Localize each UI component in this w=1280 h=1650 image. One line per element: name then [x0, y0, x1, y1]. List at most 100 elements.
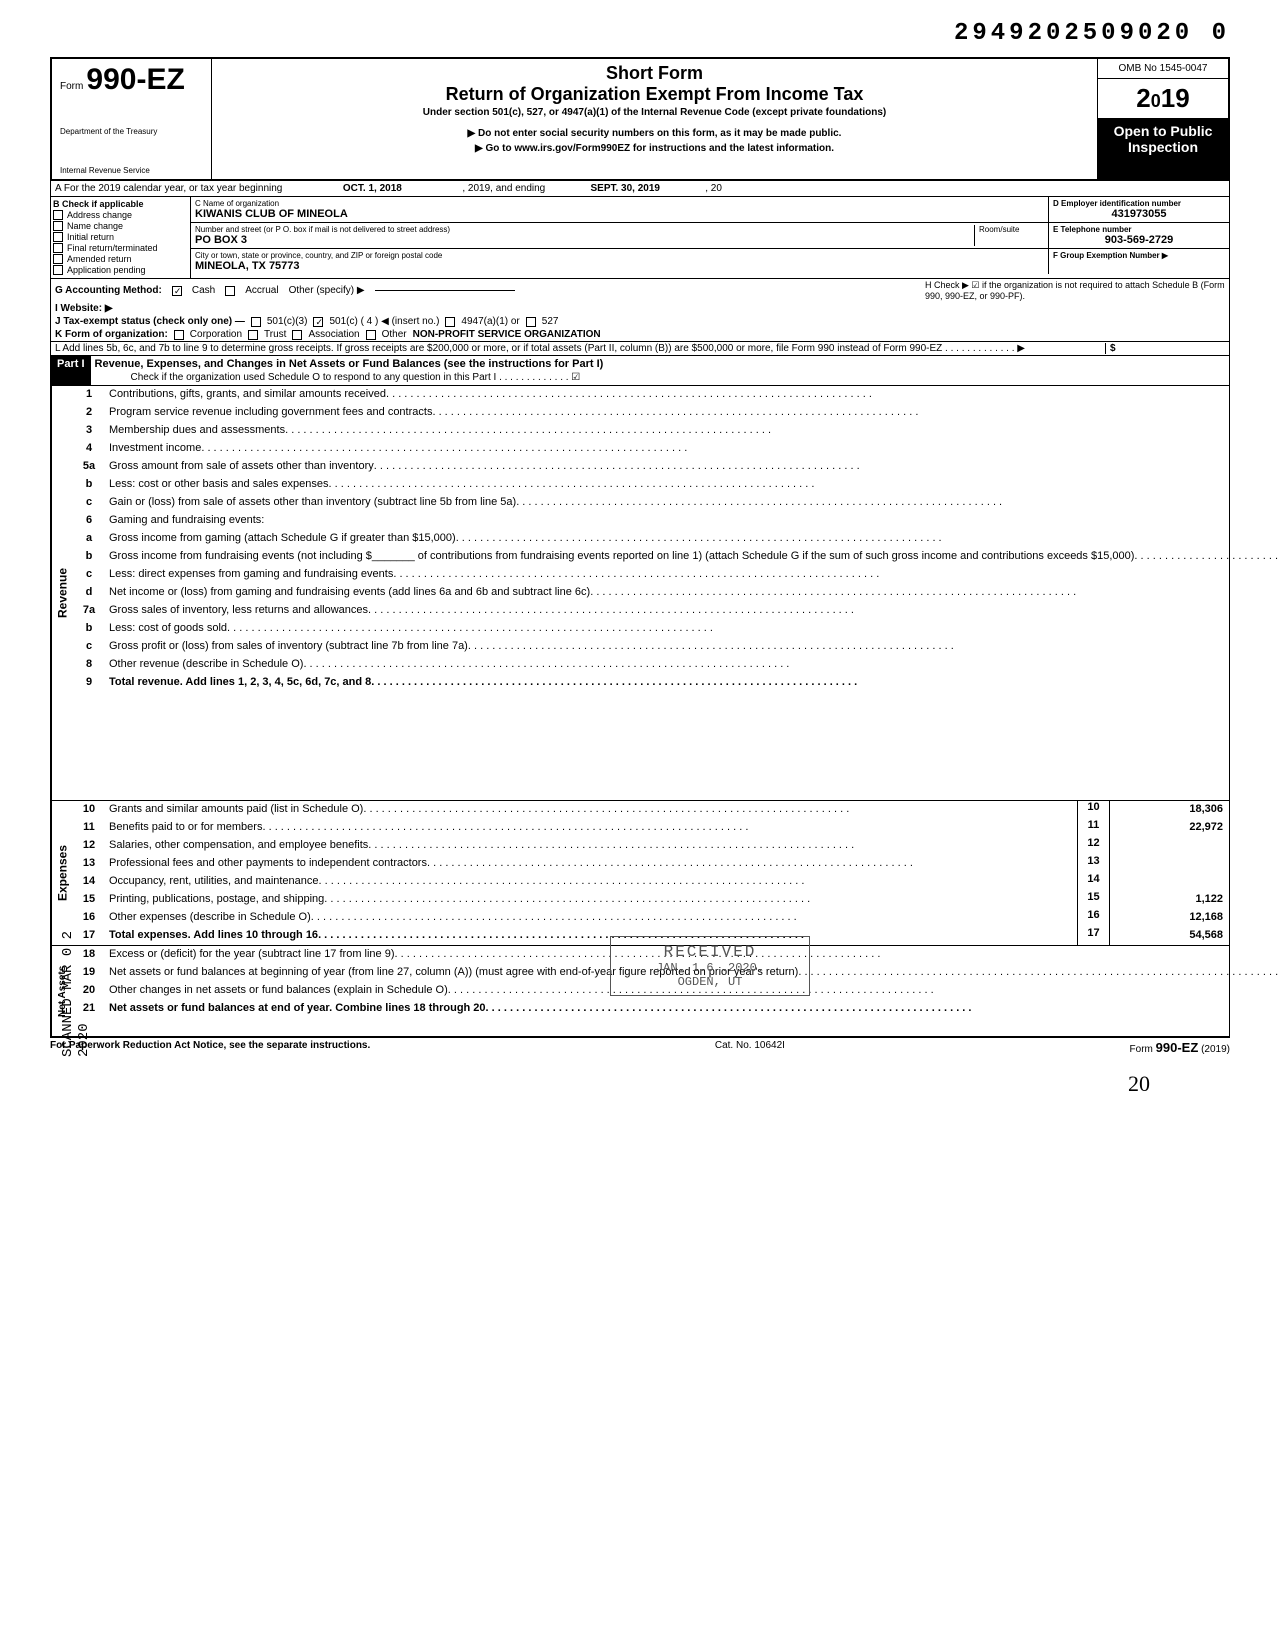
line-15: 15 Printing, publications, postage, and …	[73, 891, 1229, 909]
c-name-value: KIWANIS CLUB OF MINEOLA	[195, 208, 1044, 220]
i-website-label: I Website: ▶	[55, 303, 113, 314]
line-7b-no: b	[73, 620, 105, 638]
line-17-rightval: 54,568	[1109, 927, 1229, 945]
header-scan-code: 2949202509020 0	[50, 20, 1230, 47]
line-1-no: 1	[73, 386, 105, 404]
line-20: 20 Other changes in net assets or fund b…	[73, 982, 1280, 1000]
ssn-warning: ▶ Do not enter social security numbers o…	[220, 128, 1089, 139]
line-10-desc: Grants and similar amounts paid (list in…	[105, 801, 1077, 819]
line-16-rightval: 12,168	[1109, 909, 1229, 927]
line-14-rightval	[1109, 873, 1229, 891]
line-8: 8 Other revenue (describe in Schedule O)…	[73, 656, 1280, 674]
part1-table: Revenue 1 Contributions, gifts, grants, …	[50, 386, 1230, 1037]
revenue-label: Revenue	[51, 386, 73, 800]
other-method-blank[interactable]	[375, 290, 515, 291]
check-app-pending[interactable]	[53, 265, 63, 275]
check-initial-return[interactable]	[53, 232, 63, 242]
line-7c: c Gross profit or (loss) from sales of i…	[73, 638, 1280, 656]
line-3-desc: Membership dues and assessments	[105, 422, 1280, 440]
lbl-527: 527	[542, 316, 559, 327]
line-7a-no: 7a	[73, 602, 105, 620]
footer-catno: Cat. No. 10642I	[715, 1040, 785, 1055]
lbl-trust: Trust	[264, 329, 286, 340]
line-9-desc: Total revenue. Add lines 1, 2, 3, 4, 5c,…	[105, 674, 1280, 692]
footer-form: Form 990-EZ (2019)	[1130, 1040, 1230, 1055]
check-corp[interactable]	[174, 330, 184, 340]
check-address-change[interactable]	[53, 210, 63, 220]
h-schedule-b: H Check ▶ ☑ if the organization is not r…	[925, 280, 1225, 301]
line-a-end-date: SEPT. 30, 2019	[545, 183, 705, 194]
line-5c-no: c	[73, 494, 105, 512]
line-21: 21 Net assets or fund balances at end of…	[73, 1000, 1280, 1018]
check-527[interactable]	[526, 317, 536, 327]
line-2-desc: Program service revenue including govern…	[105, 404, 1280, 422]
line-20-desc: Other changes in net assets or fund bala…	[105, 982, 1280, 1000]
line-12-no: 12	[73, 837, 105, 855]
line-15-rightno: 15	[1077, 891, 1109, 909]
line-14-no: 14	[73, 873, 105, 891]
line-13-rightno: 13	[1077, 855, 1109, 873]
check-final-return[interactable]	[53, 243, 63, 253]
d-ein-label: D Employer identification number	[1053, 199, 1225, 208]
check-amended[interactable]	[53, 254, 63, 264]
check-assoc[interactable]	[292, 330, 302, 340]
line-7a-desc: Gross sales of inventory, less returns a…	[105, 602, 1280, 620]
line-10: 10 Grants and similar amounts paid (list…	[73, 801, 1229, 819]
c-name-label: C Name of organization	[195, 199, 1044, 208]
line-5a-desc: Gross amount from sale of assets other t…	[105, 458, 1280, 476]
lbl-assoc: Association	[308, 329, 359, 340]
line-5a-no: 5a	[73, 458, 105, 476]
tax-year: 2019	[1136, 83, 1189, 113]
l-dollar: $	[1105, 343, 1225, 354]
footer-row: For Paperwork Reduction Act Notice, see …	[50, 1037, 1230, 1057]
line-17-desc: Total expenses. Add lines 10 through 16	[105, 927, 1077, 945]
check-trust[interactable]	[248, 330, 258, 340]
line-a-mid: , 2019, and ending	[462, 183, 545, 194]
return-title: Return of Organization Exempt From Incom…	[220, 84, 1089, 105]
line-7b-desc: Less: cost of goods sold	[105, 620, 1280, 638]
check-4947[interactable]	[445, 317, 455, 327]
line-11-rightno: 11	[1077, 819, 1109, 837]
check-accrual[interactable]	[225, 286, 235, 296]
line-6c-no: c	[73, 566, 105, 584]
ghijkl-block: G Accounting Method: Cash Accrual Other …	[50, 279, 1230, 356]
line-11-no: 11	[73, 819, 105, 837]
check-cash[interactable]	[172, 286, 182, 296]
line-5b-desc: Less: cost or other basis and sales expe…	[105, 476, 1280, 494]
check-501c3[interactable]	[251, 317, 261, 327]
footer-form-990: 990-EZ	[1156, 1040, 1199, 1055]
line-7b: b Less: cost of goods sold 7b	[73, 620, 1280, 638]
line-6a: a Gross income from gaming (attach Sched…	[73, 530, 1280, 548]
line-12-rightno: 12	[1077, 837, 1109, 855]
part1-header-row: Part I Revenue, Expenses, and Changes in…	[50, 356, 1230, 386]
lbl-other-method: Other (specify) ▶	[289, 285, 365, 296]
line-16-rightno: 16	[1077, 909, 1109, 927]
line-6b-desc: Gross income from fundraising events (no…	[105, 548, 1280, 566]
line-a-prefix: A For the 2019 calendar year, or tax yea…	[55, 183, 282, 194]
part1-title: Revenue, Expenses, and Changes in Net As…	[91, 356, 1229, 372]
org-info-grid: B Check if applicable Address change Nam…	[50, 197, 1230, 279]
check-name-change[interactable]	[53, 221, 63, 231]
line-6-no: 6	[73, 512, 105, 530]
subtitle: Under section 501(c), 527, or 4947(a)(1)…	[220, 107, 1089, 118]
check-other-org[interactable]	[366, 330, 376, 340]
line-19-desc: Net assets or fund balances at beginning…	[105, 964, 1280, 982]
d-ein-value: 431973055	[1053, 208, 1225, 220]
lbl-cash: Cash	[192, 285, 215, 296]
title-cell: Short Form Return of Organization Exempt…	[212, 59, 1098, 179]
col-def: D Employer identification number43197305…	[1049, 197, 1229, 274]
line-18-desc: Excess or (deficit) for the year (subtra…	[105, 946, 1280, 964]
c-room-label: Room/suite	[979, 225, 1044, 234]
lbl-amended: Amended return	[67, 254, 132, 264]
line-12-rightval	[1109, 837, 1229, 855]
lbl-501c3: 501(c)(3)	[267, 316, 308, 327]
check-501c[interactable]	[313, 317, 323, 327]
e-phone-value: 903-569-2729	[1053, 234, 1225, 246]
line-6d-desc: Net income or (loss) from gaming and fun…	[105, 584, 1280, 602]
line-13-desc: Professional fees and other payments to …	[105, 855, 1077, 873]
scanned-side-stamp: SCANNED MAR 0 2 2020	[60, 900, 92, 1057]
j-label: J Tax-exempt status (check only one) —	[55, 316, 245, 327]
line-4: 4 Investment income 4	[73, 440, 1280, 458]
line-10-no: 10	[73, 801, 105, 819]
l-gross-receipts: L Add lines 5b, 6c, and 7b to line 9 to …	[55, 343, 1099, 354]
